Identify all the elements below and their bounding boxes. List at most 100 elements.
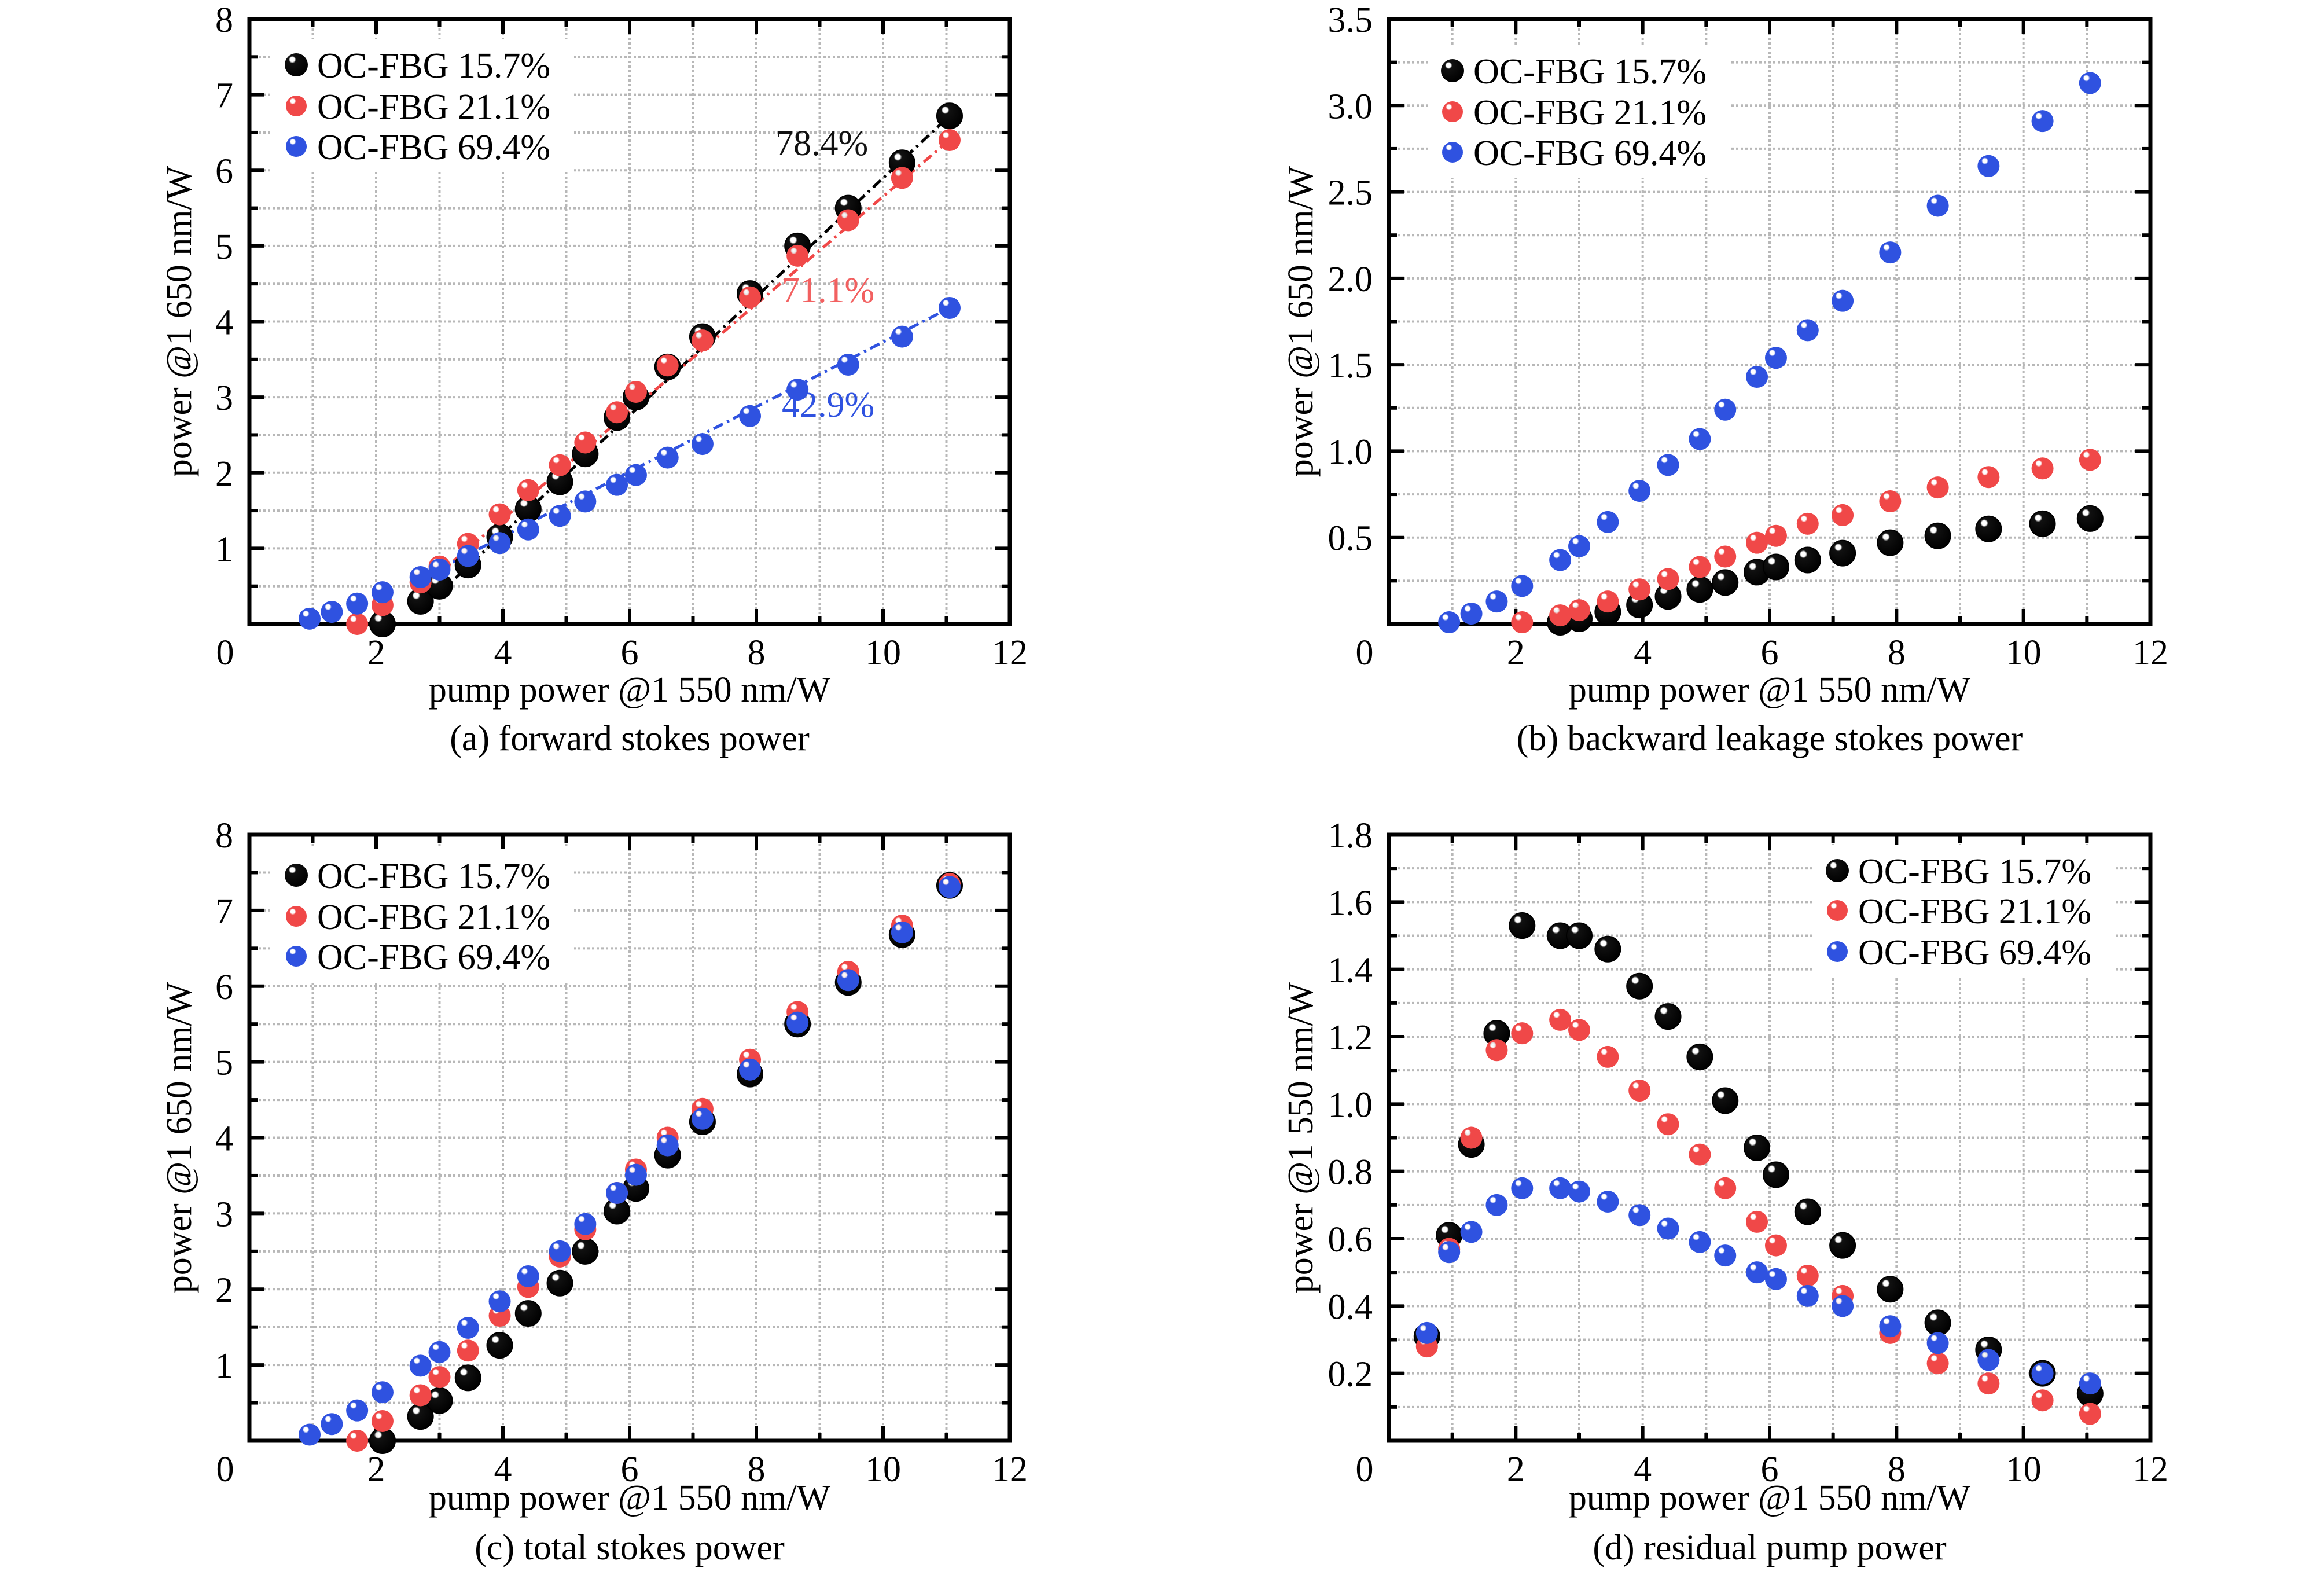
- x-tick-label: 10: [865, 633, 901, 673]
- y-tick-label: 7: [215, 76, 233, 116]
- data-point: [549, 1240, 571, 1262]
- legend-item: OC-FBG 21.1%: [286, 87, 550, 127]
- data-point: [1764, 1234, 1787, 1257]
- x-tick-label: 12: [992, 1450, 1028, 1489]
- data-point: [549, 505, 571, 527]
- data-point: [428, 558, 451, 581]
- y-tick-label: 0.5: [1328, 519, 1373, 559]
- data-point: [546, 1269, 573, 1297]
- data-point: [1926, 194, 1949, 217]
- data-point: [1977, 1349, 2000, 1371]
- data-point: [1714, 1244, 1737, 1267]
- legend-marker: [286, 946, 307, 967]
- x-tick-label: 6: [621, 633, 639, 673]
- data-point: [1832, 289, 1854, 312]
- legend-marker: [1442, 101, 1463, 122]
- data-point: [837, 209, 859, 232]
- data-point: [488, 1290, 511, 1313]
- x-tick-label: 2: [367, 633, 385, 673]
- series-2: [1415, 1008, 2101, 1425]
- data-point: [1549, 1008, 1572, 1031]
- data-point: [299, 607, 321, 630]
- slope-annotation: 42.9%: [782, 386, 874, 425]
- data-point: [1549, 549, 1572, 571]
- data-point: [786, 1011, 809, 1034]
- data-point: [891, 921, 913, 943]
- data-point: [1926, 1332, 1949, 1354]
- y-tick-label: 6: [215, 968, 233, 1007]
- legend-label: OC-FBG 15.7%: [317, 46, 550, 86]
- data-point: [1511, 611, 1534, 634]
- data-point: [1796, 319, 1819, 342]
- data-point: [1597, 511, 1619, 533]
- data-point: [346, 1399, 369, 1422]
- data-point: [1764, 347, 1787, 369]
- data-point: [891, 167, 913, 189]
- panel-b: 0 2 4 6 8 10 12 0.5 1.0 1.5 2.0 2.5 3.0 3.5 pump power…: [1281, 1, 2168, 758]
- data-point: [1975, 515, 2002, 542]
- data-point: [1657, 454, 1679, 476]
- data-point: [346, 613, 369, 635]
- data-point: [1832, 504, 1854, 526]
- x-axis-label: pump power @1 550 nm/W: [429, 670, 831, 710]
- legend-label: OC-FBG 15.7%: [1473, 52, 1707, 91]
- data-point: [2031, 1362, 2054, 1385]
- data-point: [1689, 1231, 1711, 1253]
- legend-item: OC-FBG 21.1%: [1827, 892, 2091, 931]
- x-tick-label: 0: [216, 1450, 234, 1489]
- data-point: [1746, 1210, 1768, 1233]
- data-point: [691, 1107, 714, 1130]
- legend-item: OC-FBG 21.1%: [1442, 93, 1707, 133]
- data-point: [409, 566, 432, 589]
- x-tick-label: 12: [992, 633, 1028, 673]
- data-point: [457, 545, 479, 567]
- y-tick-label: 1: [215, 530, 233, 569]
- y-tick-label: 1.0: [1328, 432, 1373, 472]
- data-point: [1689, 556, 1711, 578]
- series-2: [1511, 449, 2101, 634]
- data-point: [454, 1364, 481, 1392]
- y-tick-label: 4: [215, 303, 233, 343]
- y-tick-label: 6: [215, 152, 233, 191]
- data-point: [371, 581, 394, 604]
- data-point: [1657, 1113, 1679, 1136]
- fit-line: [438, 115, 951, 594]
- data-point: [624, 464, 647, 486]
- data-point: [1628, 1080, 1651, 1102]
- data-point: [1714, 398, 1737, 421]
- series-3: [1415, 1177, 2101, 1395]
- x-tick-label: 12: [2132, 633, 2168, 673]
- x-tick-label: 2: [1507, 633, 1525, 673]
- data-point: [837, 969, 859, 992]
- y-tick-label: 7: [215, 892, 233, 931]
- data-point: [1511, 1022, 1534, 1045]
- data-point: [936, 102, 963, 130]
- x-tick-label: 8: [748, 633, 766, 673]
- data-point: [1568, 1180, 1590, 1203]
- data-point: [409, 1384, 432, 1407]
- data-point: [2031, 110, 2054, 133]
- legend-background: [1814, 845, 2115, 978]
- legend-label: OC-FBG 21.1%: [317, 898, 550, 937]
- data-point: [691, 433, 714, 456]
- data-point: [1568, 535, 1590, 557]
- data-point: [457, 1316, 479, 1339]
- y-tick-label: 3: [215, 1195, 233, 1234]
- data-point: [1796, 1264, 1819, 1287]
- data-point: [1746, 1261, 1768, 1284]
- data-point: [691, 329, 714, 352]
- y-tick-label: 1.2: [1328, 1018, 1373, 1058]
- data-point: [2076, 505, 2104, 532]
- y-tick-label: 1.0: [1328, 1085, 1373, 1125]
- y-tick-label: 2: [215, 1271, 233, 1310]
- legend-item: OC-FBG 15.7%: [1826, 852, 2091, 891]
- data-point: [572, 1238, 599, 1265]
- x-tick-label: 8: [748, 1450, 766, 1489]
- data-point: [938, 876, 961, 898]
- y-tick-label: 1: [215, 1346, 233, 1386]
- x-tick-label: 4: [494, 1450, 512, 1489]
- y-tick-label: 3: [215, 379, 233, 418]
- data-point: [321, 601, 343, 623]
- legend-label: OC-FBG 69.4%: [317, 938, 550, 977]
- data-point: [486, 1332, 513, 1359]
